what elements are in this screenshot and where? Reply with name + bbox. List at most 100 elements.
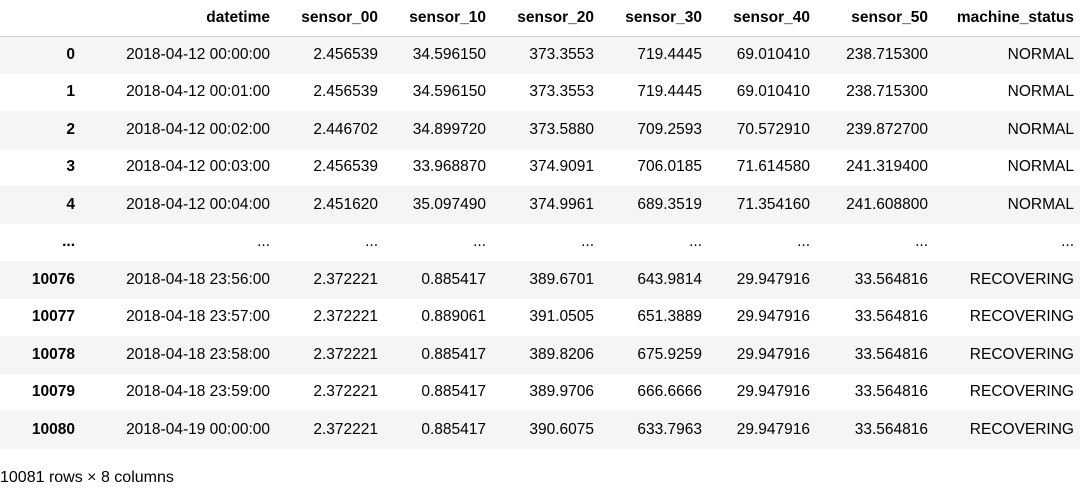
row-index: 10079 <box>31 383 75 401</box>
table-row: 2 2018-04-12 00:02:00 2.446702 34.899720 373… <box>0 111 1080 149</box>
row-index: 2 <box>66 120 75 138</box>
table-cell: 2018-04-18 23:56:00 <box>126 270 270 288</box>
table-cell: 706.0185 <box>637 158 702 176</box>
row-index: 10076 <box>31 270 75 288</box>
table-cell: NORMAL <box>1007 83 1074 101</box>
table-cell: 2.372221 <box>313 420 378 438</box>
table-cell: RECOVERING <box>969 345 1074 363</box>
table-cell: 2.372221 <box>313 383 378 401</box>
table-cell: 69.010410 <box>736 83 810 101</box>
column-header: sensor_30 <box>600 0 708 37</box>
table-cell: 2018-04-18 23:57:00 <box>126 308 270 326</box>
table-cell: 373.3553 <box>529 83 594 101</box>
row-index: 10077 <box>31 308 75 326</box>
table-cell: 2.372221 <box>313 345 378 363</box>
table-cell: 71.614580 <box>736 158 810 176</box>
table-cell: ... <box>1061 233 1074 251</box>
table-cell: 389.6701 <box>529 270 594 288</box>
column-header: sensor_00 <box>276 0 384 37</box>
table-cell: 2.456539 <box>313 46 378 63</box>
table-cell: 29.947916 <box>736 270 810 288</box>
table-cell: RECOVERING <box>969 270 1074 288</box>
table-cell: 29.947916 <box>736 308 810 326</box>
dataframe-shape-summary: 10081 rows × 8 columns <box>0 469 174 486</box>
dataframe-table: datetime sensor_00 sensor_10 sensor_20 senso… <box>0 0 1080 449</box>
table-row: 0 2018-04-12 00:00:00 2.456539 34.596150 373… <box>0 36 1080 74</box>
table-cell: 0.885417 <box>421 383 486 401</box>
table-cell: 675.9259 <box>637 345 702 363</box>
table-cell: 689.3519 <box>637 195 702 213</box>
table-cell: 34.596150 <box>412 46 486 63</box>
table-cell: 666.6666 <box>637 383 702 401</box>
table-cell: 2018-04-12 00:03:00 <box>126 158 270 176</box>
table-cell: 643.9814 <box>637 270 702 288</box>
table-cell: 241.608800 <box>846 195 928 213</box>
table-cell: 29.947916 <box>736 420 810 438</box>
table-cell: 2.372221 <box>313 308 378 326</box>
table-cell: 373.5880 <box>529 120 594 138</box>
header-row: datetime sensor_00 sensor_10 sensor_20 senso… <box>0 0 1080 37</box>
table-cell: NORMAL <box>1007 195 1074 213</box>
column-header: machine_status <box>934 0 1080 37</box>
table-row: 1 2018-04-12 00:01:00 2.456539 34.596150 373… <box>0 73 1080 111</box>
table-cell: 35.097490 <box>412 195 486 213</box>
table-row: 10080 2018-04-19 00:00:00 2.372221 0.885417… <box>0 411 1080 449</box>
column-header: sensor_50 <box>816 0 934 37</box>
table-cell: 238.715300 <box>846 83 928 101</box>
table-cell: 374.9961 <box>529 195 594 213</box>
row-index: 10078 <box>31 345 75 363</box>
row-index: 0 <box>66 46 75 63</box>
row-index: 1 <box>66 83 75 101</box>
table-row: 3 2018-04-12 00:03:00 2.456539 33.968870 374… <box>0 148 1080 186</box>
table-cell: ... <box>581 233 594 251</box>
table-cell: 33.564816 <box>854 345 928 363</box>
table-cell: 69.010410 <box>736 46 810 63</box>
table-cell: 2.372221 <box>313 270 378 288</box>
table-cell: 0.885417 <box>421 345 486 363</box>
table-cell: 374.9091 <box>529 158 594 176</box>
table-cell: 390.6075 <box>529 420 594 438</box>
table-cell: ... <box>797 233 810 251</box>
table-cell: 651.3889 <box>637 308 702 326</box>
table-cell: 33.564816 <box>854 383 928 401</box>
table-cell: 2018-04-18 23:58:00 <box>126 345 270 363</box>
table-cell: 34.899720 <box>412 120 486 138</box>
table-cell: 70.572910 <box>736 120 810 138</box>
table-cell: 0.885417 <box>421 270 486 288</box>
table-cell: 29.947916 <box>736 383 810 401</box>
table-cell: NORMAL <box>1007 158 1074 176</box>
table-cell: 2018-04-12 00:02:00 <box>126 120 270 138</box>
row-index: ... <box>62 233 75 251</box>
table-cell: 33.564816 <box>854 308 928 326</box>
column-header: sensor_10 <box>384 0 492 37</box>
table-cell: 29.947916 <box>736 345 810 363</box>
row-index: 10080 <box>31 420 75 438</box>
row-index: 3 <box>66 158 75 176</box>
table-cell: 719.4445 <box>637 46 702 63</box>
table-cell: 2018-04-18 23:59:00 <box>126 383 270 401</box>
column-header: datetime <box>81 0 276 37</box>
table-cell: 241.319400 <box>846 158 928 176</box>
table-cell: RECOVERING <box>969 308 1074 326</box>
table-cell: 719.4445 <box>637 83 702 101</box>
table-cell: 238.715300 <box>846 46 928 63</box>
row-index: 4 <box>66 195 75 213</box>
table-cell: 71.354160 <box>736 195 810 213</box>
table-cell: 373.3553 <box>529 46 594 63</box>
table-cell: 2018-04-12 00:00:00 <box>126 46 270 63</box>
table-cell: 33.968870 <box>412 158 486 176</box>
table-row: 10078 2018-04-18 23:58:00 2.372221 0.885417… <box>0 336 1080 374</box>
table-cell: 633.7963 <box>637 420 702 438</box>
index-header <box>0 0 81 37</box>
table-cell: 2018-04-12 00:01:00 <box>126 83 270 101</box>
table-row: 10076 2018-04-18 23:56:00 2.372221 0.885417… <box>0 261 1080 299</box>
table-cell: NORMAL <box>1007 46 1074 63</box>
table-cell: RECOVERING <box>969 420 1074 438</box>
table-cell: 2018-04-12 00:04:00 <box>126 195 270 213</box>
table-cell: ... <box>689 233 702 251</box>
table-cell: 33.564816 <box>854 270 928 288</box>
table-cell: ... <box>365 233 378 251</box>
column-header: sensor_40 <box>708 0 816 37</box>
table-row: ........................... <box>0 223 1080 261</box>
